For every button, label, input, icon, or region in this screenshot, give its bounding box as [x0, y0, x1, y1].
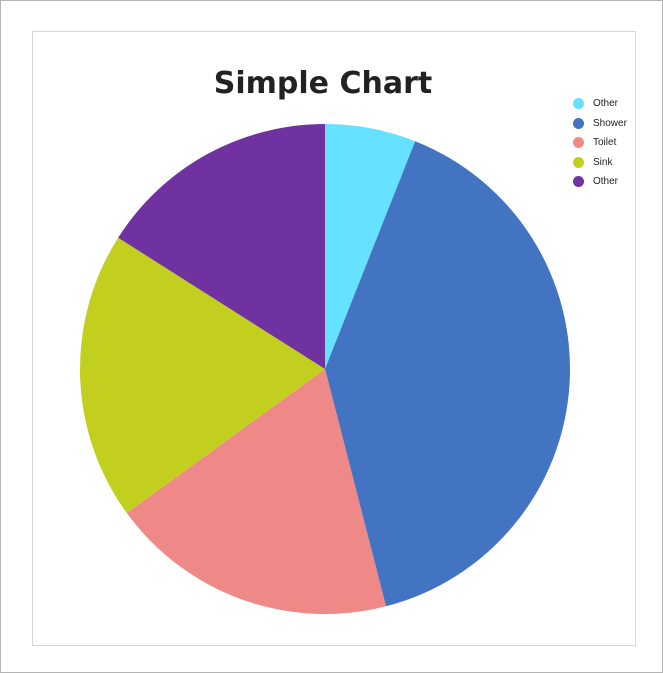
legend-item-0: Other — [573, 94, 635, 114]
chart-area: Simple Chart Other Shower Toilet Sink Other — [32, 31, 636, 646]
chart-title: Simple Chart — [213, 66, 433, 101]
pie-slice-sink-3 — [80, 237, 326, 514]
legend-label: Shower — [593, 117, 627, 129]
legend-label: Other — [593, 98, 619, 110]
legend-item-1: Shower — [573, 114, 635, 134]
pie-slices — [80, 124, 570, 614]
pie-slice-other-4 — [118, 124, 326, 369]
legend-swatch-icon — [573, 156, 584, 168]
legend-swatch-icon — [573, 176, 584, 188]
pie-slice-toilet-2 — [126, 369, 386, 614]
legend-label: Other — [593, 176, 619, 188]
legend-swatch-icon — [573, 137, 584, 149]
legend-item-3: Sink — [573, 153, 635, 173]
pie-chart — [80, 124, 570, 614]
legend-swatch-icon — [573, 117, 584, 129]
legend-item-2: Toilet — [573, 133, 635, 153]
pie-slice-shower-1 — [325, 141, 570, 607]
pie-slice-other-0 — [325, 124, 416, 369]
chart-legend: Other Shower Toilet Sink Other — [573, 94, 635, 192]
legend-item-4: Other — [573, 172, 635, 192]
legend-label: Sink — [593, 156, 613, 168]
legend-swatch-icon — [573, 98, 584, 110]
legend-label: Toilet — [593, 137, 617, 149]
